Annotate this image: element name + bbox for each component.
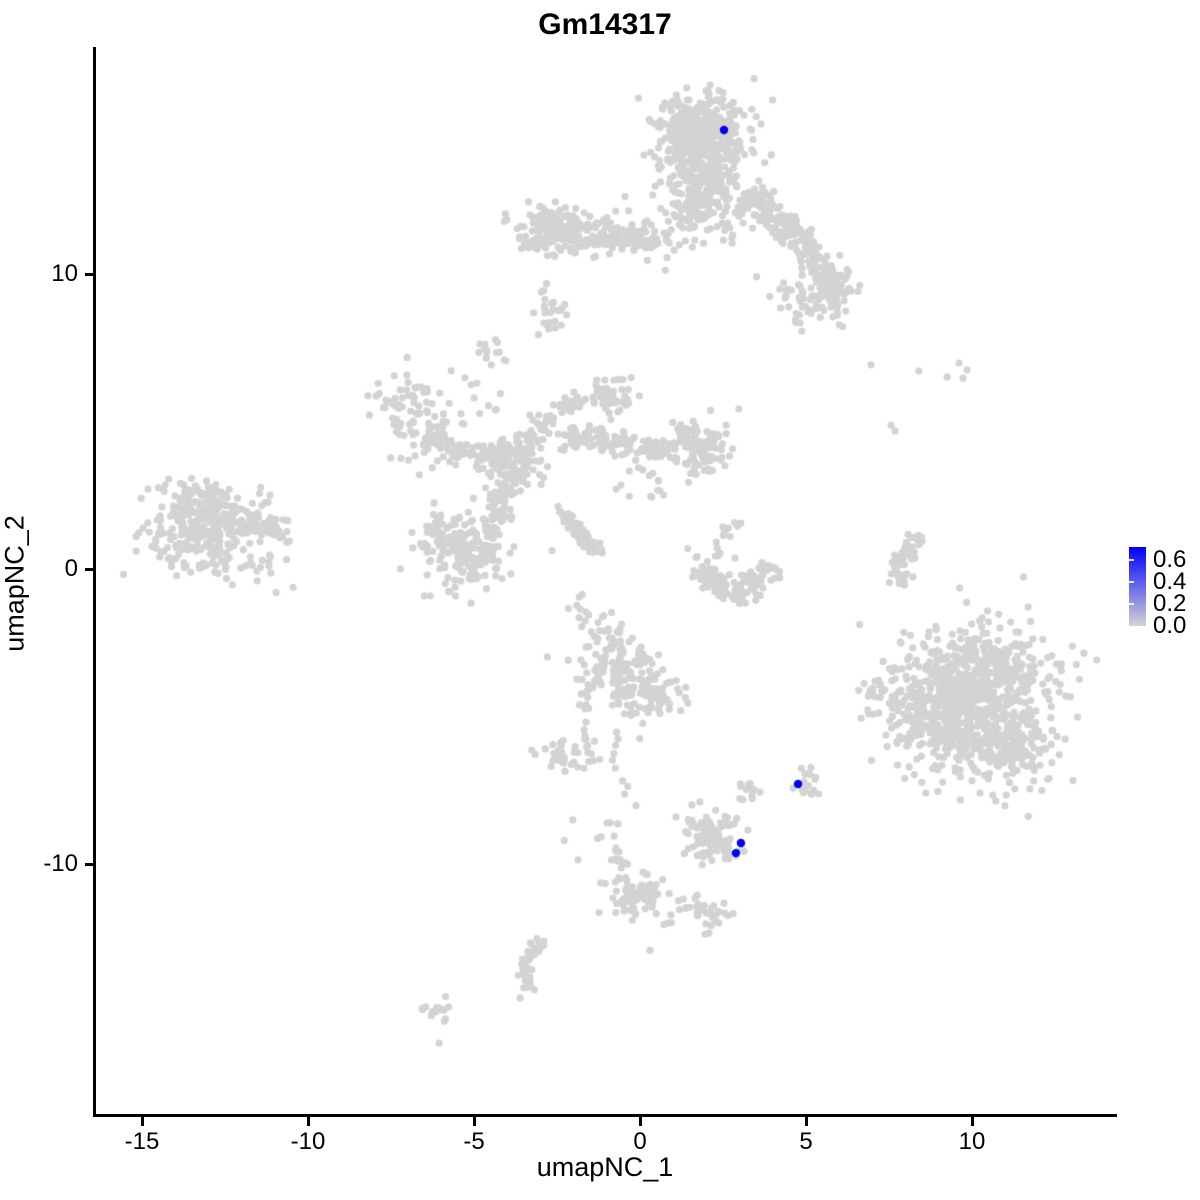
x-tick-label: -5 — [463, 1128, 485, 1155]
legend-bar-tick — [1129, 581, 1134, 584]
x-tick-label: -15 — [124, 1128, 160, 1155]
x-tick-label: 10 — [958, 1128, 986, 1155]
x-tick-mark — [638, 1117, 642, 1126]
x-tick-label: -10 — [290, 1128, 326, 1155]
x-tick-label: 0 — [633, 1128, 647, 1155]
legend-bar-tick — [1129, 559, 1134, 562]
legend-tick-label: 0.0 — [1153, 612, 1187, 639]
x-tick-mark — [306, 1117, 310, 1126]
legend-tick-label: 0.2 — [1153, 590, 1187, 618]
x-axis-label: umapNC_1 — [536, 1152, 674, 1182]
legend-bar-tick — [1129, 603, 1134, 606]
x-tick-label: 5 — [799, 1128, 813, 1155]
x-tick-mark — [472, 1117, 476, 1126]
y-tick-label: 10 — [51, 260, 78, 287]
y-axis-label: umapNC_2 — [0, 515, 30, 652]
y-tick-mark — [85, 272, 94, 276]
y-tick-mark — [85, 567, 94, 571]
y-tick-label: 0 — [64, 555, 78, 582]
legend-tick-label: 0.6 — [1153, 546, 1187, 574]
y-tick-label: -10 — [43, 850, 78, 877]
x-tick-mark — [140, 1117, 144, 1126]
y-tick-mark — [85, 862, 94, 866]
legend-gradient-bar — [1129, 547, 1146, 626]
x-tick-mark — [970, 1117, 974, 1126]
legend-tick-label: 0.4 — [1153, 568, 1187, 596]
x-tick-mark — [804, 1117, 808, 1126]
plot-title: Gm14317 — [538, 8, 672, 41]
plot-area — [93, 47, 1117, 1117]
